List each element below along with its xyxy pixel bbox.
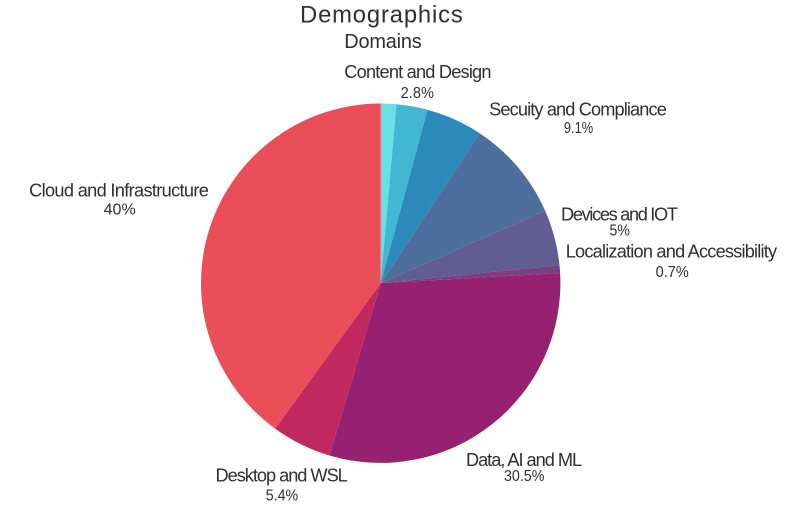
svg-text:Localization and Accessibility: Localization and Accessibility xyxy=(566,242,778,262)
svg-text:2.8%: 2.8% xyxy=(401,85,434,102)
svg-text:Secuity and Compliance: Secuity and Compliance xyxy=(489,100,667,120)
svg-text:9.1%: 9.1% xyxy=(564,120,593,137)
svg-text:Data, AI and ML: Data, AI and ML xyxy=(466,450,582,470)
svg-text:Content and Design: Content and Design xyxy=(344,62,491,82)
svg-text:Domains: Domains xyxy=(344,31,422,53)
svg-text:0.7%: 0.7% xyxy=(656,264,689,281)
svg-text:Demographics: Demographics xyxy=(300,1,463,28)
svg-text:5%: 5% xyxy=(610,222,630,239)
svg-text:30.5%: 30.5% xyxy=(504,468,545,485)
svg-text:Desktop and WSL: Desktop and WSL xyxy=(216,466,348,486)
svg-text:Devices and IOT: Devices and IOT xyxy=(561,205,678,225)
svg-text:40%: 40% xyxy=(104,202,136,219)
svg-text:Cloud and Infrastructure: Cloud and Infrastructure xyxy=(29,181,209,201)
svg-text:5.4%: 5.4% xyxy=(266,488,298,505)
